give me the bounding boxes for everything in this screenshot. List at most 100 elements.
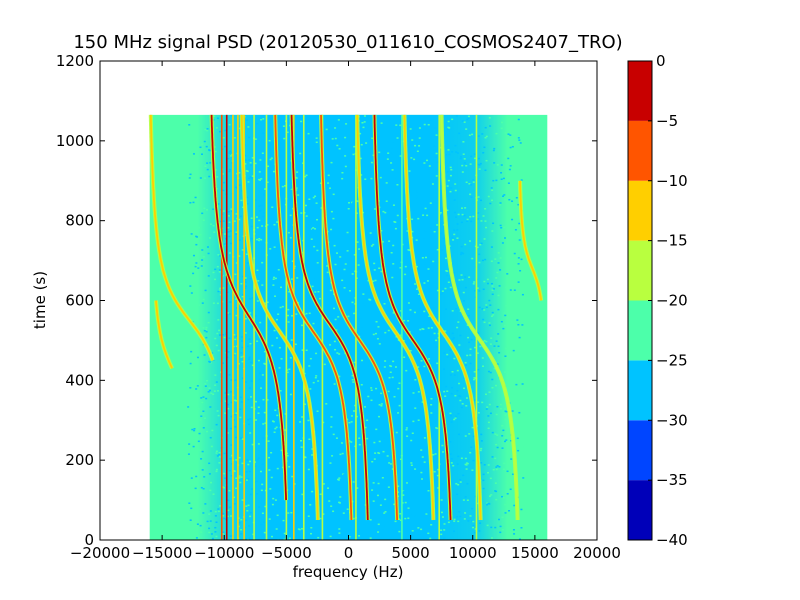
speckle-dot <box>386 141 389 144</box>
speckle-dot <box>399 519 402 521</box>
speckle-dot <box>443 244 446 247</box>
speckle-dot <box>367 217 370 219</box>
speckle-dot <box>504 418 507 421</box>
speckle-dot <box>297 538 300 540</box>
speckle-dot <box>408 249 411 252</box>
speckle-dot <box>504 414 507 417</box>
speckle-dot <box>312 322 315 325</box>
speckle-dot <box>291 492 294 494</box>
speckle-dot <box>414 283 417 285</box>
speckle-dot <box>501 447 504 449</box>
speckle-dot <box>311 285 314 288</box>
speckle-dot <box>461 403 464 405</box>
speckle-dot <box>203 329 206 332</box>
speckle-dot <box>391 276 394 279</box>
speckle-dot <box>508 143 511 146</box>
speckle-dot <box>399 267 402 269</box>
speckle-dot <box>449 190 452 193</box>
speckle-dot <box>303 464 306 466</box>
speckle-dot <box>289 214 292 217</box>
speckle-dot <box>413 514 416 517</box>
speckle-dot <box>280 358 283 360</box>
speckle-dot <box>263 362 266 365</box>
speckle-dot <box>258 378 261 381</box>
speckle-dot <box>411 507 414 510</box>
speckle-dot <box>409 262 412 264</box>
speckle-dot <box>376 494 379 497</box>
speckle-dot <box>238 218 241 221</box>
speckle-dot <box>454 394 457 397</box>
speckle-dot <box>516 351 519 354</box>
speckle-dot <box>446 274 449 277</box>
speckle-dot <box>241 294 244 296</box>
speckle-dot <box>345 343 348 345</box>
speckle-dot <box>335 121 338 124</box>
speckle-dot <box>462 499 465 501</box>
speckle-dot <box>495 498 498 501</box>
speckle-dot <box>396 212 399 214</box>
speckle-dot <box>281 169 284 171</box>
speckle-dot <box>239 215 242 218</box>
speckle-dot <box>196 523 199 525</box>
speckle-dot <box>222 362 225 364</box>
speckle-dot <box>275 340 278 343</box>
speckle-dot <box>378 343 381 345</box>
speckle-dot <box>202 219 205 222</box>
speckle-dot <box>347 191 350 193</box>
speckle-dot <box>267 232 270 235</box>
speckle-dot <box>511 145 514 148</box>
speckle-dot <box>276 231 279 234</box>
speckle-dot <box>446 128 449 130</box>
speckle-dot <box>518 222 521 225</box>
speckle-dot <box>234 379 237 381</box>
speckle-dot <box>417 201 420 204</box>
speckle-dot <box>210 445 213 448</box>
speckle-dot <box>256 241 259 243</box>
speckle-dot <box>409 349 412 352</box>
speckle-dot <box>459 479 462 481</box>
speckle-dot <box>383 437 386 439</box>
speckle-dot <box>195 337 198 339</box>
doppler-track <box>373 114 452 520</box>
speckle-dot <box>255 480 258 483</box>
speckle-dot <box>372 482 375 484</box>
speckle-dot <box>372 243 375 246</box>
speckle-dot <box>364 406 367 408</box>
speckle-dot <box>485 304 488 306</box>
speckle-dot <box>361 122 364 124</box>
speckle-dot <box>387 486 390 488</box>
speckle-dot <box>416 502 419 504</box>
speckle-dot <box>453 357 456 360</box>
speckle-dot <box>384 214 387 216</box>
speckle-dot <box>218 329 221 332</box>
speckle-dot <box>441 483 444 485</box>
x-tick-label: −5000 <box>261 544 312 562</box>
speckle-dot <box>200 265 203 267</box>
speckle-dot <box>353 351 356 354</box>
speckle-dot <box>279 483 282 486</box>
speckle-dot <box>283 538 286 540</box>
doppler-track <box>356 114 435 521</box>
speckle-dot <box>473 153 476 155</box>
speckle-dot <box>480 220 483 222</box>
speckle-dot <box>217 508 220 510</box>
speckle-dot <box>423 365 426 368</box>
speckle-dot <box>504 198 507 201</box>
speckle-dot <box>304 204 307 207</box>
speckle-dot <box>259 210 262 212</box>
speckle-dot <box>332 510 335 513</box>
speckle-dot <box>388 458 391 460</box>
speckle-dot <box>264 188 267 190</box>
speckle-dot <box>420 345 423 348</box>
speckle-dot <box>236 307 239 309</box>
speckle-dot <box>348 202 351 204</box>
speckle-dot <box>508 538 511 540</box>
speckle-dot <box>241 438 244 440</box>
speckle-dot <box>390 252 393 254</box>
speckle-dot <box>492 149 495 152</box>
speckle-dot <box>389 371 392 374</box>
speckle-dot <box>462 153 465 155</box>
speckle-dot <box>284 185 287 187</box>
speckle-dot <box>418 129 421 131</box>
speckle-dot <box>457 321 460 323</box>
